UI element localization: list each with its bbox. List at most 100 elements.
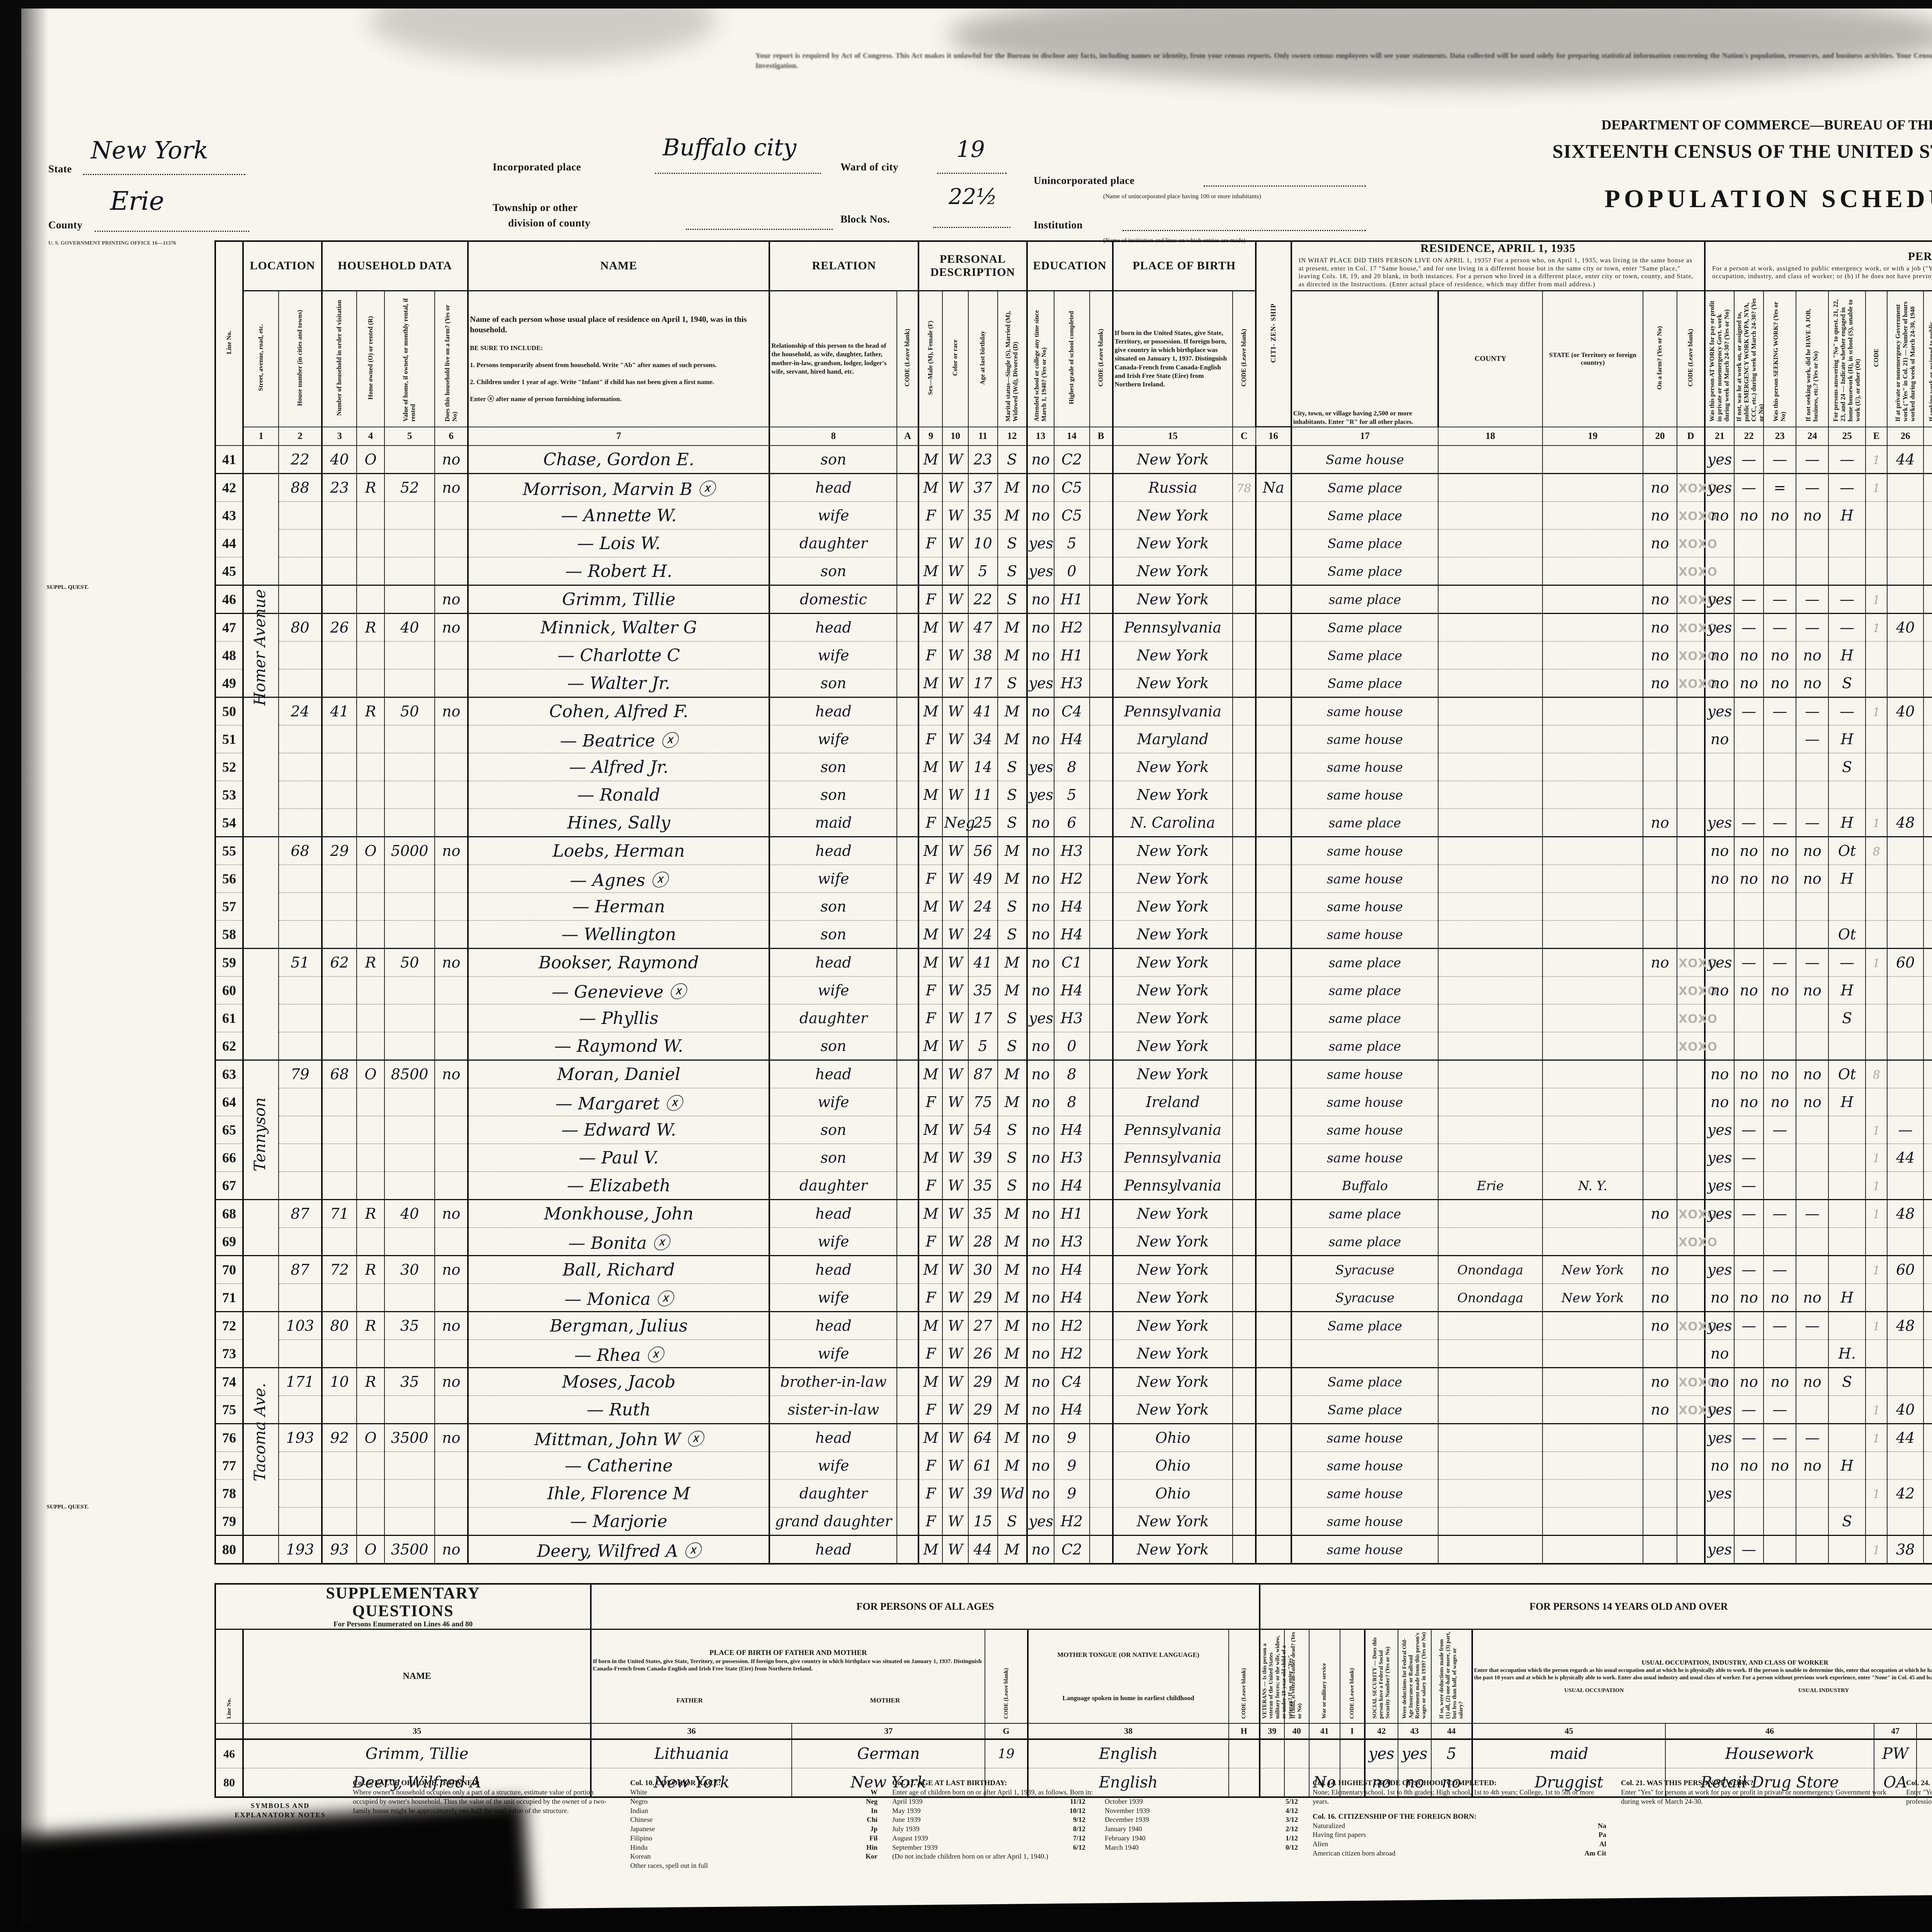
cell-gr-64: 8 [1053, 1088, 1090, 1116]
cell-ci-41 [1255, 446, 1291, 474]
cell-w5-78 [1828, 1480, 1866, 1508]
cell-ag-61: 17 [968, 1004, 998, 1032]
cell-gr-54: 6 [1053, 809, 1090, 837]
cell-ag-52: 14 [968, 753, 998, 781]
suppl-num-45: 45 [1471, 1723, 1665, 1740]
cell-w5-74: S [1828, 1367, 1866, 1396]
cell-cC-60 [1232, 976, 1256, 1005]
cell-sc-48: no [1026, 641, 1054, 670]
cell-vl-56 [384, 865, 435, 893]
cell-cE-52 [1865, 753, 1888, 781]
cell-re-44: Same place [1290, 529, 1438, 558]
cell-w1-73: no [1704, 1340, 1735, 1368]
cell-cr-74: W [942, 1367, 968, 1396]
cell-f2-66 [1642, 1144, 1677, 1172]
col-head-school: Attended school or college any time sinc… [1026, 291, 1054, 427]
cell-ci-74 [1255, 1367, 1291, 1396]
cell-ag-60: 35 [968, 976, 998, 1005]
cell-nm-48: — Charlotte C [467, 641, 770, 670]
suppl-cell-o45-46: maid [1471, 1739, 1665, 1769]
cell-pb-41: New York [1112, 446, 1233, 474]
suppl-num-42: 42 [1364, 1723, 1398, 1740]
cell-cC-51 [1232, 725, 1256, 753]
cell-cA-50 [896, 697, 919, 726]
suppl-cell-s42-46: yes [1364, 1739, 1398, 1769]
cell-nm-41: Chase, Gordon E. [467, 446, 770, 474]
cell-street-64 [242, 1088, 279, 1116]
cell-w1-61 [1704, 1004, 1735, 1032]
cell-cC-63 [1232, 1060, 1256, 1088]
cell-w2-67: — [1734, 1172, 1764, 1200]
suppl-cell-v39-46 [1259, 1739, 1284, 1769]
age-pair: February 1940 1/12 [1105, 1834, 1298, 1842]
cell-sc-65: no [1026, 1116, 1054, 1144]
cell-w5-64: H [1828, 1088, 1866, 1116]
cell-w1-65: yes [1704, 1116, 1735, 1144]
cell-ln-55: 55 [214, 836, 243, 865]
cell-sx-80: M [918, 1535, 943, 1565]
suppl-cell-cI-46 [1339, 1739, 1365, 1769]
cell-hr-54: 48 [1887, 809, 1924, 837]
county-label: County [48, 219, 83, 231]
cell-cD-45: XOXO [1676, 557, 1717, 586]
cell-hr-56 [1887, 865, 1924, 893]
cell-cB-57 [1089, 893, 1113, 921]
cell-gr-78: 9 [1053, 1480, 1090, 1508]
cell-rl-60: wife [769, 976, 897, 1005]
cell-vl-63: 8500 [384, 1060, 435, 1088]
cell-sc-59: no [1026, 948, 1054, 977]
cell-w4-69 [1796, 1228, 1829, 1256]
cell-gr-51: H4 [1053, 725, 1090, 753]
cell-sx-68: M [918, 1199, 943, 1228]
cell-gr-71: H4 [1053, 1284, 1090, 1312]
col-head-county: COUNTY [1437, 291, 1543, 427]
cell-ag-79: 15 [968, 1507, 998, 1536]
cell-hr-51 [1887, 725, 1924, 753]
cell-rl-41: son [769, 446, 897, 474]
cell-gr-77: 9 [1053, 1452, 1090, 1480]
cell-w3-41: — [1763, 446, 1796, 474]
cell-hh-78 [321, 1480, 357, 1508]
cell-w1-74: no [1704, 1367, 1735, 1396]
cell-re-76: same house [1290, 1423, 1438, 1452]
cell-re-66: same house [1290, 1144, 1438, 1172]
cell-ci-69 [1255, 1228, 1291, 1256]
suppl-cell-s44-80: no [1430, 1768, 1472, 1798]
cell-w1-47: yes [1704, 613, 1735, 642]
cell-gr-47: H2 [1053, 613, 1090, 642]
cell-ci-73 [1255, 1340, 1291, 1368]
cell-w1-48: no [1704, 641, 1735, 670]
cell-w3-56: no [1763, 865, 1796, 893]
cell-rl-69: wife [769, 1228, 897, 1256]
cell-w3-50: — [1763, 697, 1796, 726]
block-value: 22½ [949, 184, 997, 209]
cell-gr-68: H1 [1053, 1199, 1090, 1228]
cell-nm-78: Ihle, Florence M [467, 1480, 770, 1508]
cell-ow-52 [356, 753, 385, 781]
cell-ci-64 [1255, 1088, 1291, 1116]
cell-ci-50 [1255, 697, 1291, 726]
cell-cD-73 [1676, 1340, 1705, 1368]
cell-ln-53: 53 [214, 781, 243, 809]
cell-gr-41: C2 [1053, 446, 1090, 474]
cell-nm-77: — Catherine [467, 1452, 770, 1480]
cell-vl-68: 40 [384, 1199, 435, 1228]
cell-nm-51: — Beatrice ⓧ [467, 725, 770, 753]
cell-cC-59 [1232, 948, 1256, 977]
cell-sc-74: no [1026, 1367, 1054, 1396]
cell-cr-48: W [942, 641, 968, 670]
cell-ln-49: 49 [214, 669, 243, 698]
cell-st-45 [1542, 557, 1643, 586]
col-num-21: 21 [1704, 426, 1735, 446]
cell-cD-79 [1676, 1507, 1705, 1536]
cell-du-56 [1923, 865, 1932, 893]
cell-w5-66 [1828, 1144, 1866, 1172]
cell-w5-67 [1828, 1172, 1866, 1200]
cell-du-67 [1923, 1172, 1932, 1200]
note-col5-heading: Col. 5. VALUE OF HOME, IF OWNED: [353, 1779, 480, 1787]
cell-du-62 [1923, 1032, 1932, 1061]
cell-ct-77 [1437, 1452, 1543, 1480]
col-head-grade: Highest grade of school completed [1053, 291, 1090, 427]
cell-gr-45: 0 [1053, 557, 1090, 586]
cell-ow-69 [356, 1228, 385, 1256]
